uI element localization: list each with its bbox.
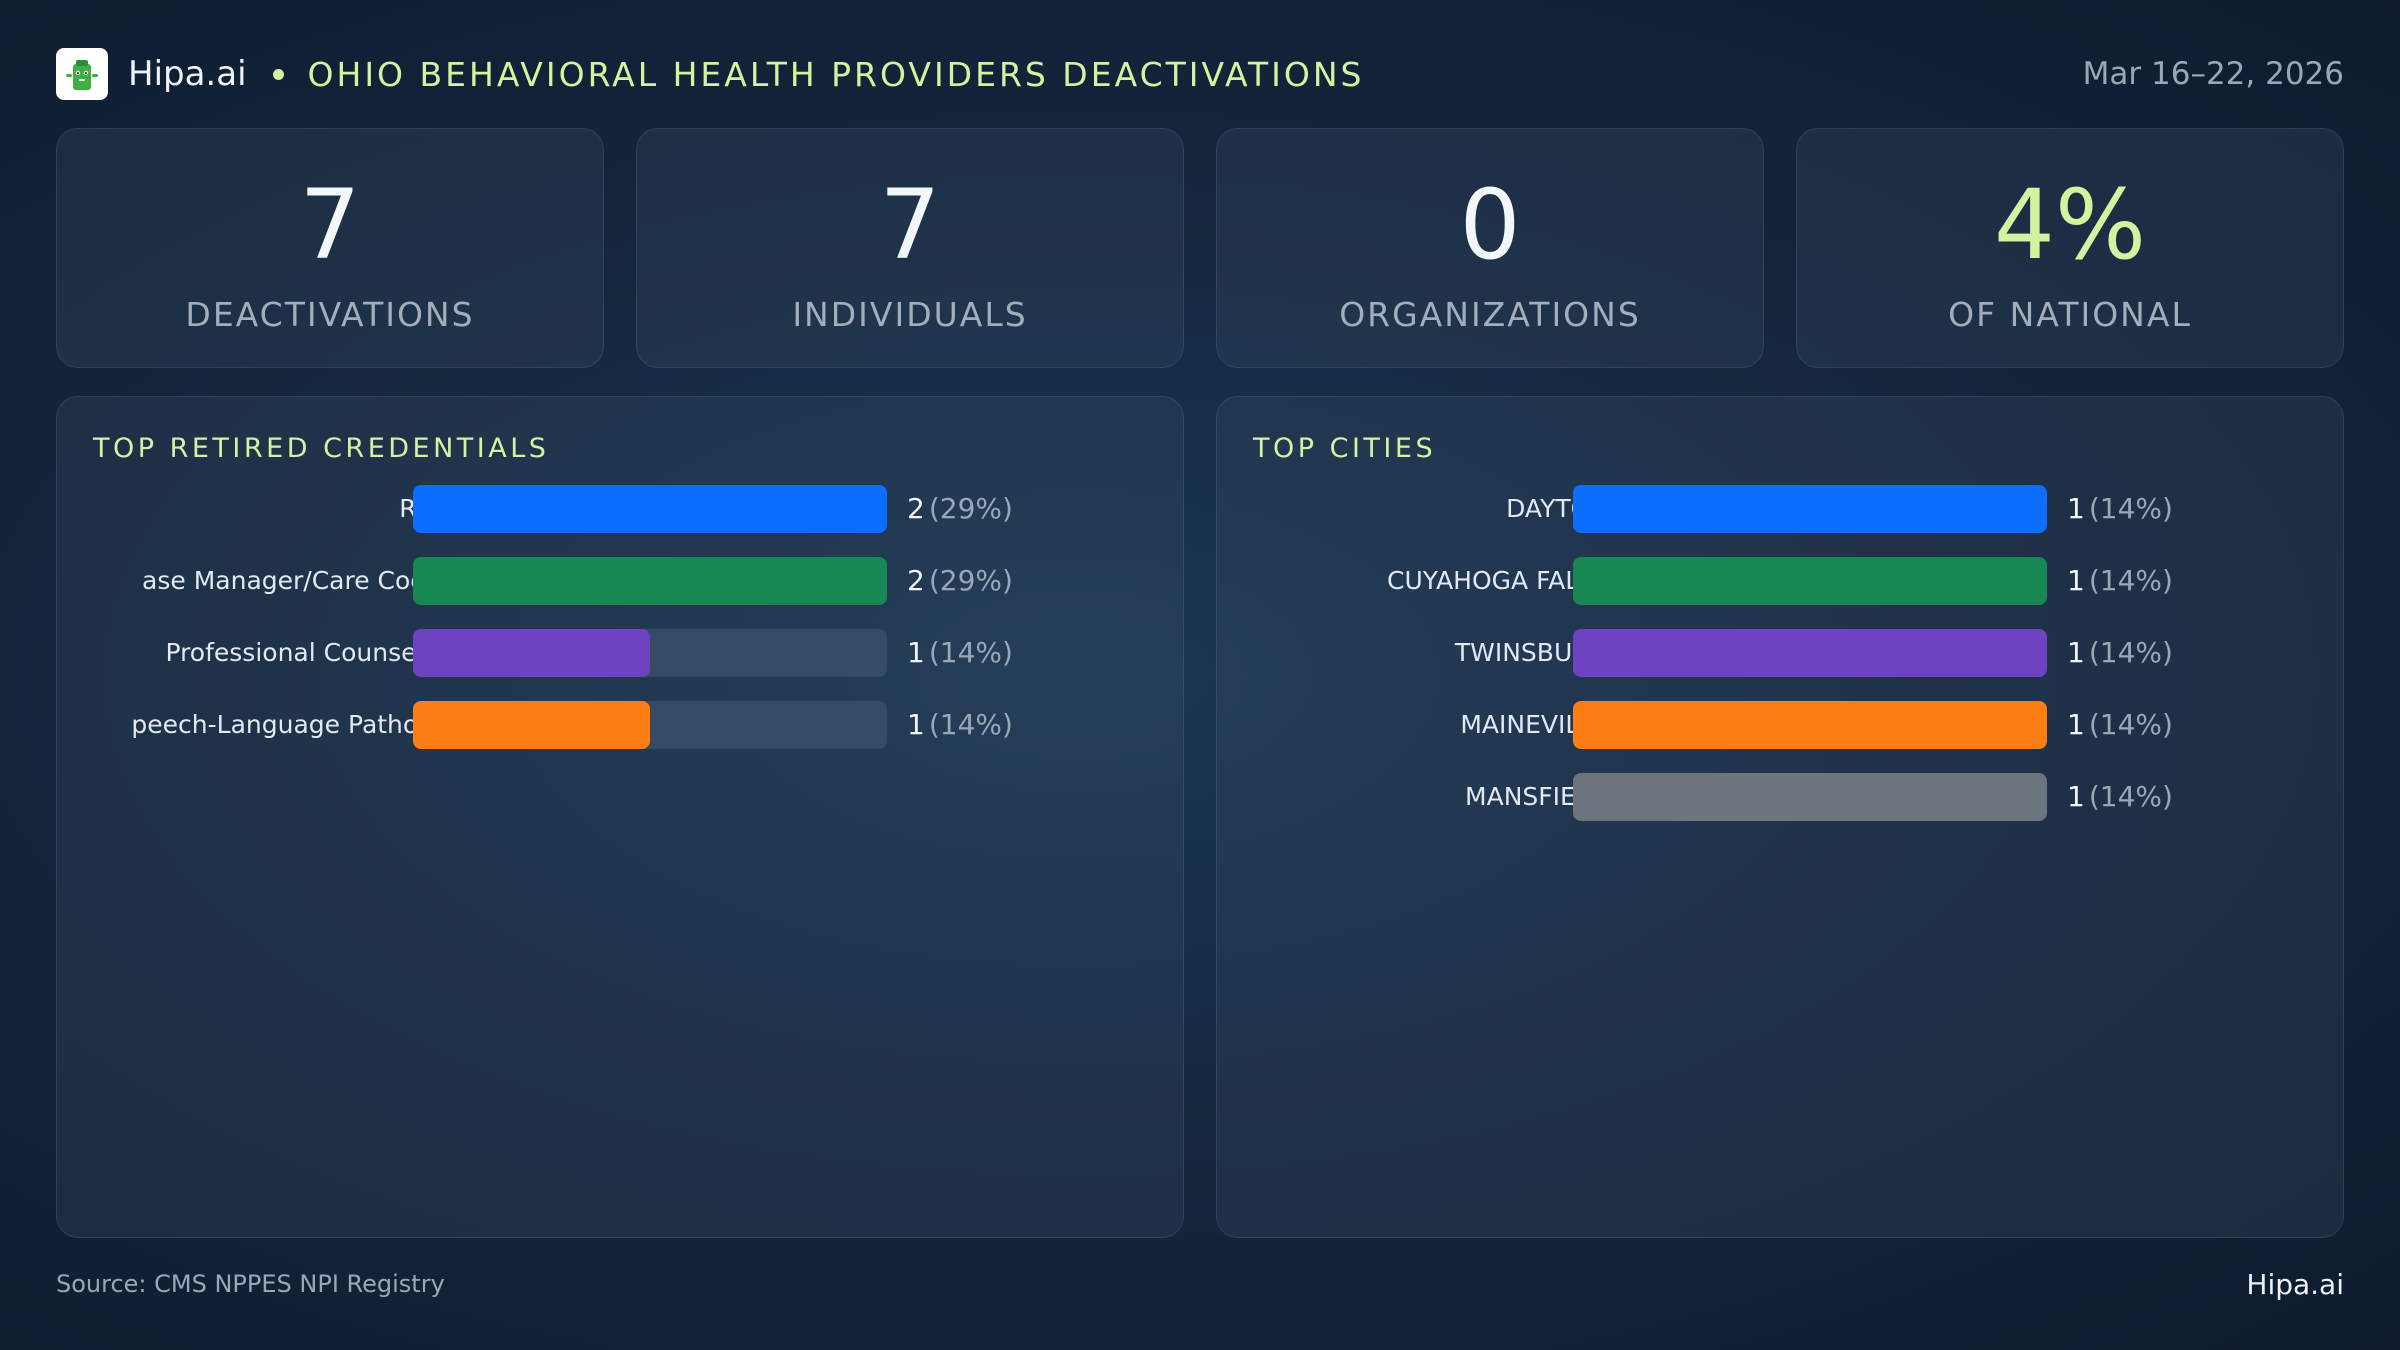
- bar-category-label: ase Manager/Care Coo...: [142, 566, 449, 595]
- bar-category-label: Professional Counselor: [165, 638, 449, 667]
- bar: [413, 557, 887, 605]
- date-range: Mar 16–22, 2026: [2082, 56, 2344, 92]
- footer-brand: Hipa.ai: [2246, 1268, 2344, 1301]
- credentials-chart-panel: TOP RETIRED CREDENTIALS RBT2(29%)ase Man…: [56, 396, 1184, 1238]
- bar-track: [413, 629, 887, 677]
- bar: [413, 485, 887, 533]
- bar: [1573, 485, 2047, 533]
- bar-percent: (14%): [2088, 708, 2173, 741]
- bar-row: TWINSBURG 1 (14%): [1217, 629, 2343, 677]
- bar-percent: (29%): [928, 492, 1013, 525]
- bar-row: CUYAHOGA FALLS 1 (14%): [1217, 557, 2343, 605]
- kpi-value: 4%: [1993, 168, 2147, 281]
- cities-chart-panel: TOP CITIES DAYTON 1 (14%) CUYAHOGA FALLS 1 (1…: [1216, 396, 2344, 1238]
- bar-percent: (14%): [928, 708, 1013, 741]
- bar-track: [413, 485, 887, 533]
- bar: [1573, 701, 2047, 749]
- bar-category-label: MANSFIELD: [1465, 782, 1609, 811]
- bar-value-label: 2 (29%): [907, 557, 1013, 605]
- bar-value-label: 1 (14%): [2067, 773, 2173, 821]
- bar-percent: (29%): [928, 564, 1013, 597]
- bar-track: [1573, 557, 2047, 605]
- kpi-label: DEACTIVATIONS: [185, 294, 475, 334]
- bar-track: [1573, 701, 2047, 749]
- kpi-value: 7: [879, 168, 941, 281]
- bar-category-label: RBT: [93, 485, 449, 533]
- bar-row: DAYTON 1 (14%): [1217, 485, 2343, 533]
- bar-percent: (14%): [2088, 492, 2173, 525]
- bar-percent: (14%): [2088, 564, 2173, 597]
- bar-value: 1: [907, 636, 925, 669]
- bar-value-label: 1 (14%): [2067, 485, 2173, 533]
- chart-title: TOP RETIRED CREDENTIALS: [93, 433, 550, 464]
- bar: [1573, 629, 2047, 677]
- page-title: OHIO BEHAVIORAL HEALTH PROVIDERS DEACTIV…: [307, 54, 1365, 94]
- brand-name: Hipa.ai: [128, 54, 247, 94]
- bar-value-label: 2 (29%): [907, 485, 1013, 533]
- bar-track: [1573, 773, 2047, 821]
- bar-value: 1: [2067, 564, 2085, 597]
- bar-percent: (14%): [928, 636, 1013, 669]
- bar-value-label: 1 (14%): [907, 701, 1013, 749]
- kpi-label: INDIVIDUALS: [792, 294, 1028, 334]
- kpi-card-organizations: 0 ORGANIZATIONS: [1216, 128, 1764, 368]
- header: Hipa.ai OHIO BEHAVIORAL HEALTH PROVIDERS…: [56, 48, 2344, 100]
- bar-value-label: 1 (14%): [2067, 629, 2173, 677]
- bar-value: 1: [2067, 708, 2085, 741]
- kpi-label: ORGANIZATIONS: [1339, 294, 1641, 334]
- bar-row: Professional Counselor 1 (14%): [57, 629, 1183, 677]
- hipa-logo-icon: [56, 48, 108, 100]
- kpi-card-of-national: 4% OF NATIONAL: [1796, 128, 2344, 368]
- bar-track: [413, 557, 887, 605]
- bar-category-label: peech-Language Pathol...: [131, 710, 449, 739]
- bar-value: 2: [907, 492, 925, 525]
- bar-value: 1: [907, 708, 925, 741]
- chart-title: TOP CITIES: [1253, 433, 1437, 464]
- bar-percent: (14%): [2088, 636, 2173, 669]
- bar-track: [1573, 485, 2047, 533]
- bar: [1573, 557, 2047, 605]
- bar-row: ase Manager/Care Coo... 2 (29%): [57, 557, 1183, 605]
- bar-row: peech-Language Pathol... 1 (14%): [57, 701, 1183, 749]
- kpi-value: 0: [1459, 168, 1521, 281]
- bar-row: RBT 2(29%): [57, 485, 1183, 533]
- bar-value-label: 1 (14%): [2067, 701, 2173, 749]
- kpi-label: OF NATIONAL: [1948, 294, 2192, 334]
- bar-track: [1573, 629, 2047, 677]
- bar-value: 2: [907, 564, 925, 597]
- separator-dot: [272, 68, 284, 80]
- kpi-card-deactivations: 7 DEACTIVATIONS: [56, 128, 604, 368]
- bar-track: [413, 701, 887, 749]
- bar-value: 1: [2067, 492, 2085, 525]
- bar-category-label: CUYAHOGA FALLS: [1387, 566, 1609, 595]
- bar-value: 1: [2067, 780, 2085, 813]
- bar-value-label: 1 (14%): [907, 629, 1013, 677]
- source-note: Source: CMS NPPES NPI Registry: [56, 1270, 445, 1298]
- bar-value: 1: [2067, 636, 2085, 669]
- bar-row: MAINEVILLE 1 (14%): [1217, 701, 2343, 749]
- bar-category-label: DAYTON: [1506, 494, 1609, 523]
- bar: [413, 629, 650, 677]
- bar-value-label: 1 (14%): [2067, 557, 2173, 605]
- bar-category-label: MAINEVILLE: [1460, 710, 1609, 739]
- bar-row: MANSFIELD 1 (14%): [1217, 773, 2343, 821]
- kpi-cards: 7 DEACTIVATIONS 7 INDIVIDUALS 0 ORGANIZA…: [56, 128, 2344, 368]
- kpi-card-individuals: 7 INDIVIDUALS: [636, 128, 1184, 368]
- bar: [1573, 773, 2047, 821]
- bar: [413, 701, 650, 749]
- kpi-value: 7: [299, 168, 361, 281]
- bar-percent: (14%): [2088, 780, 2173, 813]
- bar-category-label: TWINSBURG: [1454, 638, 1609, 667]
